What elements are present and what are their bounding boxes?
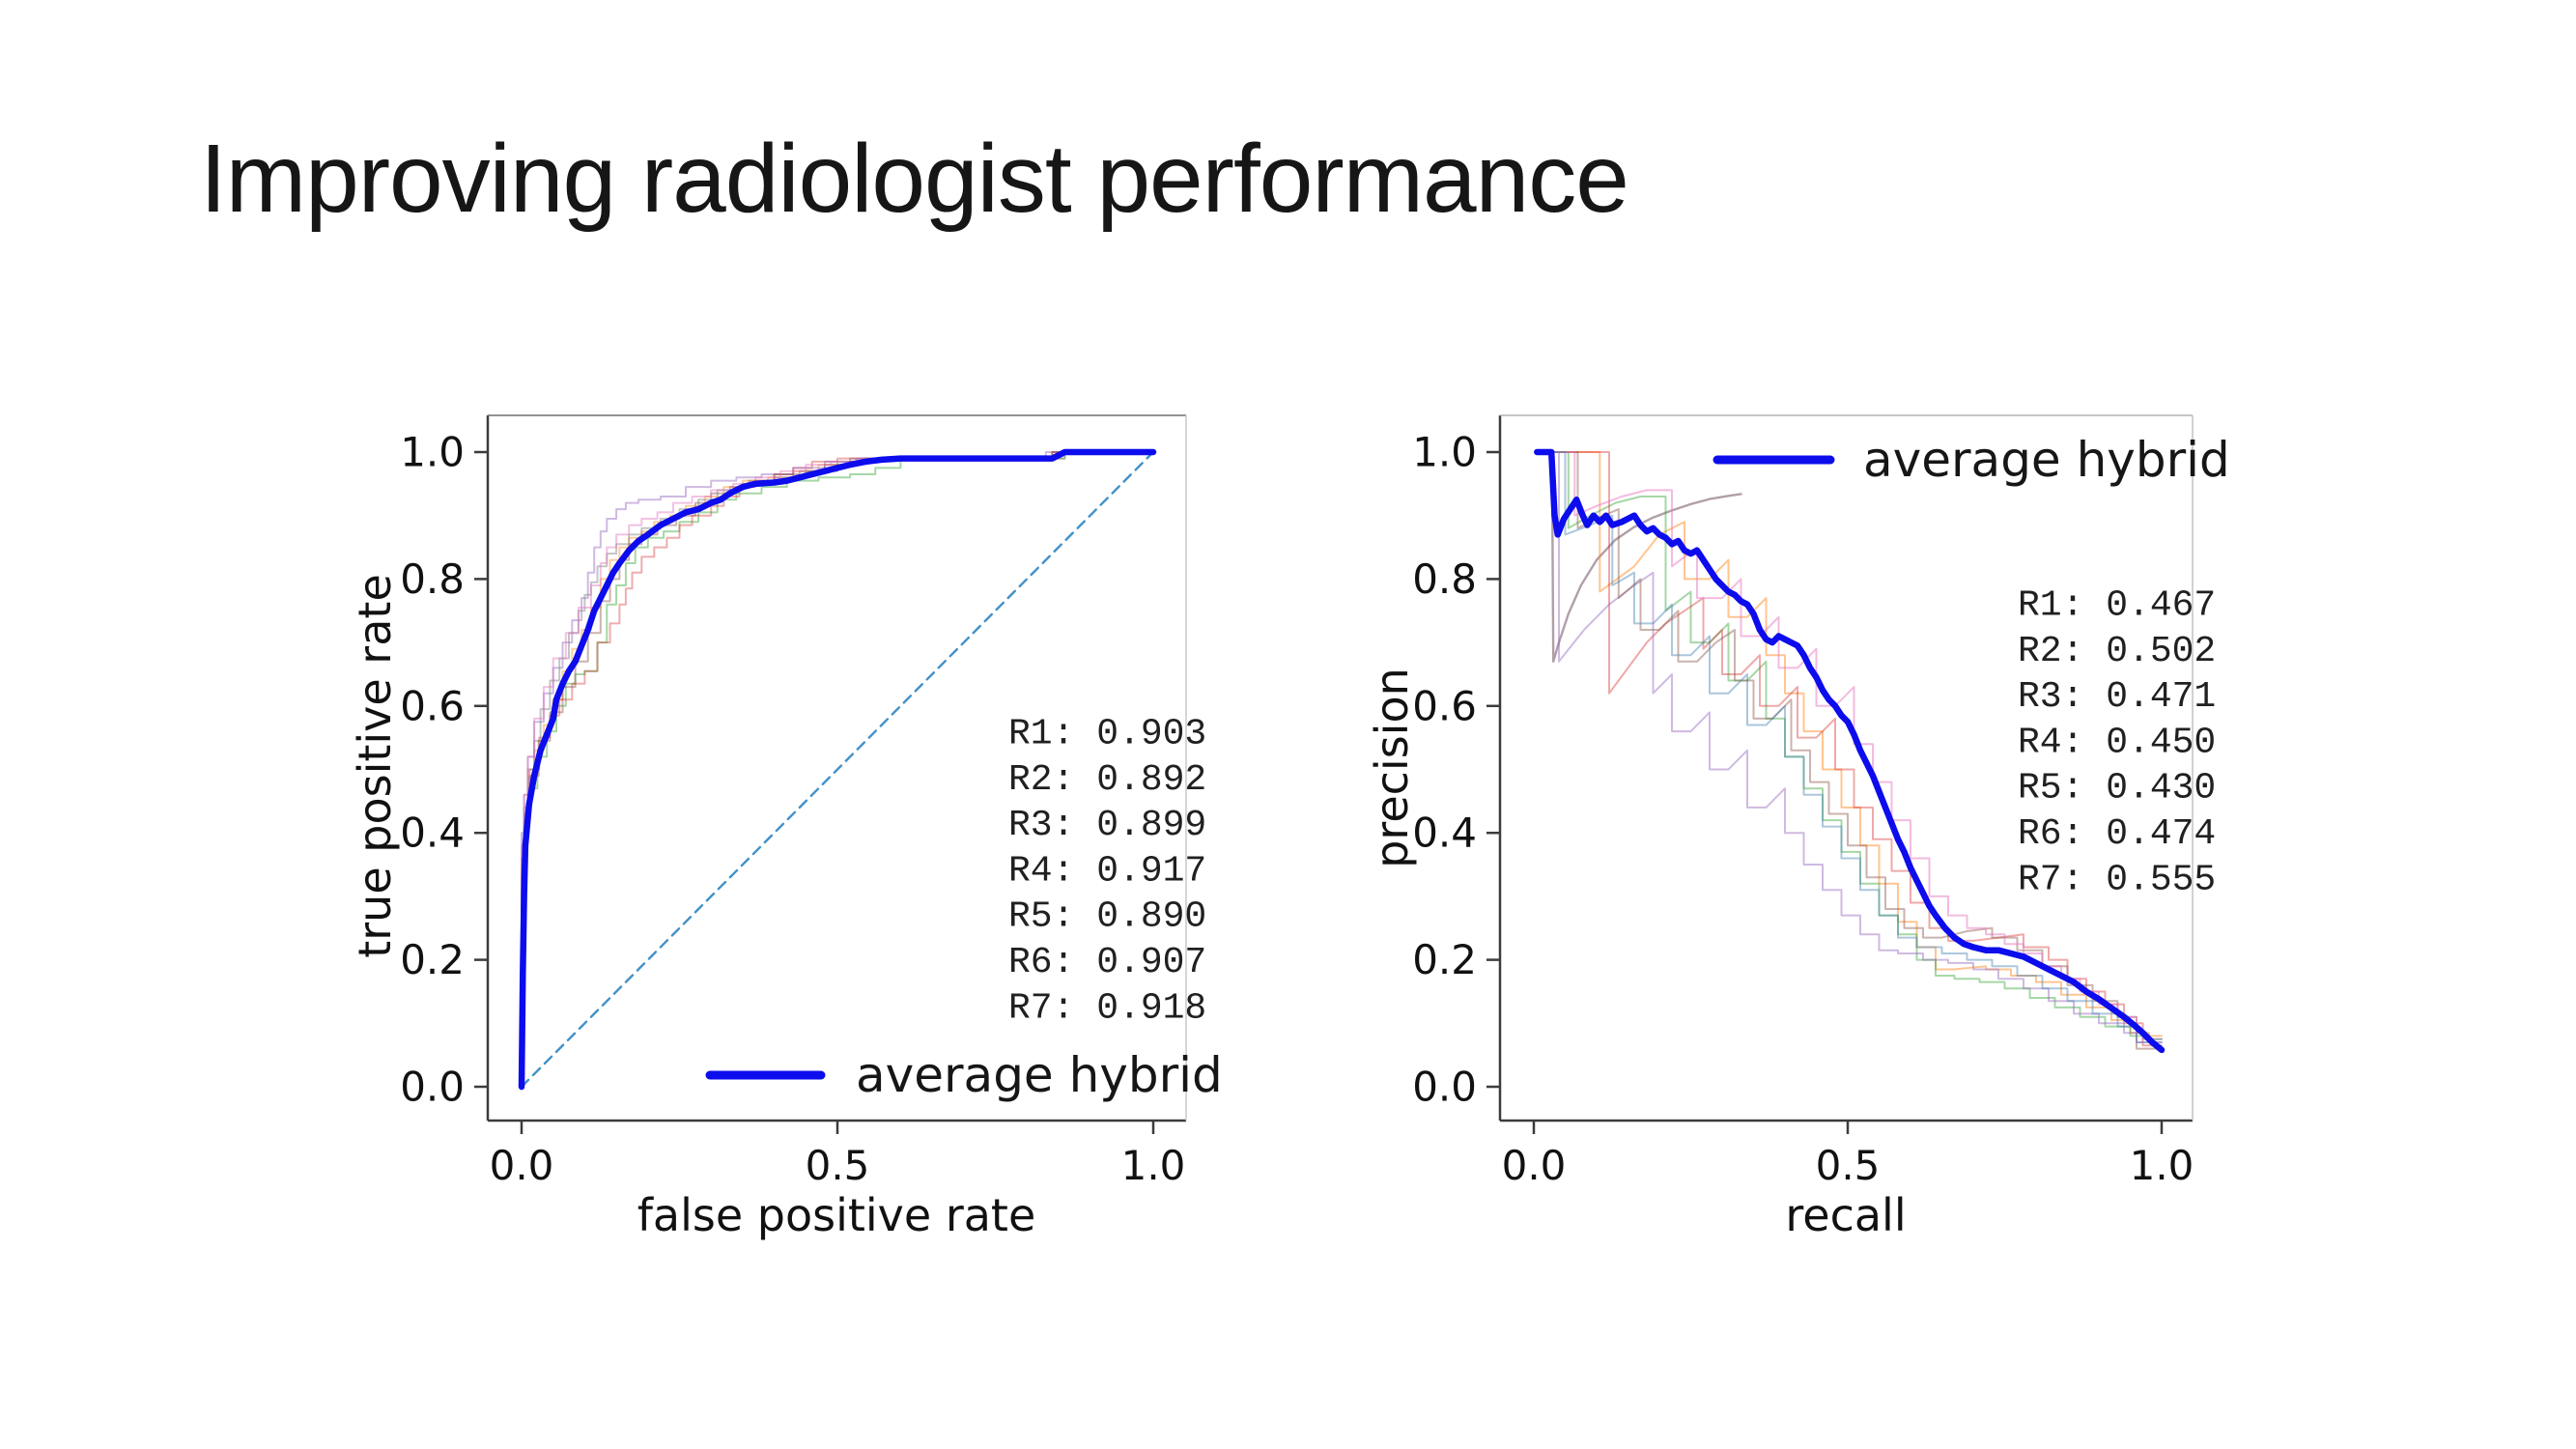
pr-y-tick-label: 0.4 bbox=[1412, 810, 1477, 857]
pr-x-tick-label: 0.5 bbox=[1816, 1142, 1881, 1189]
roc-legend-label: average hybrid bbox=[856, 1047, 1223, 1103]
slide-title: Improving radiologist performance bbox=[200, 125, 1629, 233]
roc-reader-value-R4: R4: 0.917 bbox=[1008, 850, 1206, 892]
pr-y-tick-label: 1.0 bbox=[1412, 429, 1477, 476]
pr-reader-value-R4: R4: 0.450 bbox=[2018, 722, 2216, 763]
roc-reader-value-R6: R6: 0.907 bbox=[1008, 942, 1206, 983]
roc-reader-value-R7: R7: 0.918 bbox=[1008, 987, 1206, 1029]
pr-y-axis-label: precision bbox=[1366, 668, 1418, 868]
pr-curve-R4 bbox=[1545, 451, 2163, 1040]
roc-reader-value-R2: R2: 0.892 bbox=[1008, 759, 1206, 801]
pr-curve-average-hybrid bbox=[1534, 448, 2166, 1054]
roc-chart: 0.0 0.5 1.0 0.0 0.2 0.4 0.6 0.8 1.0 false positiv… bbox=[349, 414, 1223, 1241]
roc-y-tick-label: 0.0 bbox=[400, 1064, 465, 1111]
roc-x-tick-label: 1.0 bbox=[1121, 1142, 1186, 1189]
pr-reader-value-R1: R1: 0.467 bbox=[2018, 585, 2216, 627]
roc-legend: average hybrid bbox=[705, 1047, 1223, 1103]
pr-curve-R3 bbox=[1551, 451, 2163, 1047]
roc-y-tick-label: 0.4 bbox=[400, 810, 465, 857]
pr-y-tick-label: 0.0 bbox=[1412, 1064, 1477, 1111]
roc-curve-R4 bbox=[521, 451, 1154, 1088]
pr-reader-value-R7: R7: 0.555 bbox=[2018, 859, 2216, 900]
pr-y-tick-label: 0.8 bbox=[1412, 555, 1477, 603]
pr-curve-model-smooth bbox=[1550, 450, 1742, 663]
roc-x-tick-label: 0.5 bbox=[806, 1142, 870, 1189]
pr-reader-value-R3: R3: 0.471 bbox=[2018, 676, 2216, 718]
pr-chart: 0.0 0.5 1.0 0.0 0.2 0.4 0.6 0.8 1.0 recall precisi… bbox=[1366, 414, 2230, 1241]
roc-y-tick-label: 0.8 bbox=[400, 555, 465, 603]
pr-y-tick-label: 0.2 bbox=[1412, 936, 1477, 983]
pr-x-tick-label: 0.0 bbox=[1502, 1142, 1567, 1189]
roc-reader-value-R1: R1: 0.903 bbox=[1008, 714, 1206, 755]
pr-legend: average hybrid bbox=[1713, 432, 2230, 488]
pr-curve-R7 bbox=[1545, 451, 2163, 1043]
pr-reader-value-R5: R5: 0.430 bbox=[2018, 768, 2216, 810]
roc-y-tick-label: 0.2 bbox=[400, 936, 465, 983]
pr-curve-R2 bbox=[1545, 451, 2163, 1040]
pr-x-axis-label: recall bbox=[1785, 1189, 1906, 1241]
roc-x-axis-label: false positive rate bbox=[637, 1189, 1036, 1241]
roc-y-tick-label: 1.0 bbox=[400, 429, 465, 476]
pr-x-tick-label: 1.0 bbox=[2130, 1142, 2194, 1189]
roc-y-tick-label: 0.6 bbox=[400, 682, 465, 729]
roc-reader-value-R3: R3: 0.899 bbox=[1008, 805, 1206, 846]
roc-y-axis-label: true positive rate bbox=[349, 574, 401, 958]
pr-y-tick-label: 0.6 bbox=[1412, 682, 1477, 729]
pr-legend-label: average hybrid bbox=[1863, 432, 2230, 488]
roc-x-tick-label: 0.0 bbox=[490, 1142, 554, 1189]
roc-curve-chance-diagonal bbox=[520, 450, 1155, 1089]
pr-reader-value-R6: R6: 0.474 bbox=[2018, 813, 2216, 855]
roc-reader-value-R5: R5: 0.890 bbox=[1008, 896, 1206, 938]
roc-curve-average-hybrid bbox=[518, 448, 1157, 1091]
roc-curve-R7 bbox=[521, 451, 1154, 1088]
pr-reader-value-R2: R2: 0.502 bbox=[2018, 631, 2216, 672]
roc-curve-R5 bbox=[521, 451, 1154, 1088]
